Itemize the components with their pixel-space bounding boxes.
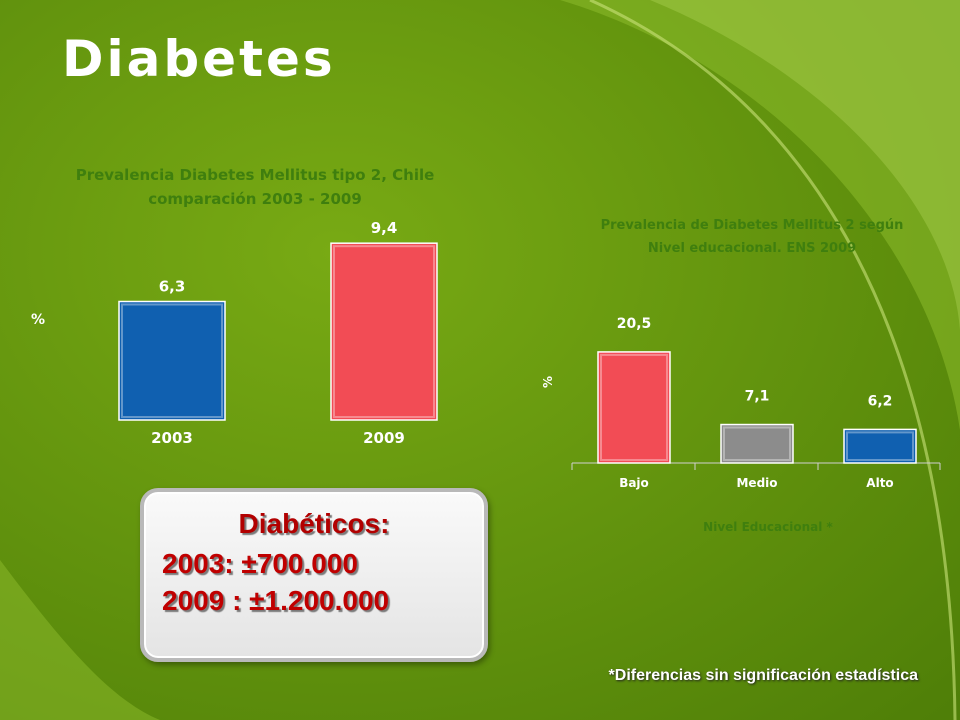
chart1-title-line1: Prevalencia Diabetes Mellitus tipo 2, Ch… bbox=[76, 166, 435, 184]
chart2-bar-bajo bbox=[597, 351, 671, 464]
chart2-category-label: Medio bbox=[736, 476, 777, 490]
chart1-title-line2: comparación 2003 - 2009 bbox=[148, 190, 362, 208]
callout-line-2003: 2003: ±700.000 bbox=[162, 548, 358, 579]
chart2-value-label: 20,5 bbox=[617, 316, 652, 332]
chart2-bar-alto bbox=[843, 428, 917, 464]
chart2-value-label: 6,2 bbox=[868, 393, 893, 409]
chart1-bar-2003 bbox=[118, 300, 226, 421]
chart2-bar-medio bbox=[720, 423, 794, 464]
chart2-category-label: Bajo bbox=[619, 476, 649, 490]
chart2-x-axis-label: Nivel Educacional * bbox=[703, 520, 833, 534]
slide-title: Diabetes bbox=[62, 30, 336, 88]
chart2-title-line2: Nivel educacional. ENS 2009 bbox=[648, 241, 856, 256]
chart2-value-label: 7,1 bbox=[745, 389, 770, 405]
chart1-value-label: 6,3 bbox=[159, 277, 186, 295]
chart2-bar-bevel bbox=[846, 431, 914, 462]
chart2-category-label: Alto bbox=[866, 476, 893, 490]
chart1-y-axis-label: % bbox=[31, 312, 45, 328]
chart2-bar-bevel bbox=[723, 426, 791, 462]
footnote: *Diferencias sin significación estadísti… bbox=[608, 667, 918, 684]
chart1-bar-bevel bbox=[121, 303, 223, 419]
chart1-category-label: 2003 bbox=[151, 429, 193, 447]
chart2-y-axis-label: % bbox=[541, 376, 555, 388]
diabetics-callout: Diabéticos: 2003: ±700.000 2009 : ±1.200… bbox=[140, 488, 488, 662]
chart2-bar-bevel bbox=[600, 353, 668, 461]
chart1-value-label: 9,4 bbox=[371, 219, 398, 237]
chart1-category-label: 2009 bbox=[363, 429, 405, 447]
chart2-title-line1: Prevalencia de Diabetes Mellitus 2 según bbox=[601, 218, 904, 233]
callout-line-2009: 2009 : ±1.200.000 bbox=[162, 585, 390, 616]
chart1-bar-bevel bbox=[333, 245, 435, 418]
callout-heading: Diabéticos: bbox=[238, 508, 390, 539]
chart1-bar-2009 bbox=[330, 242, 438, 421]
